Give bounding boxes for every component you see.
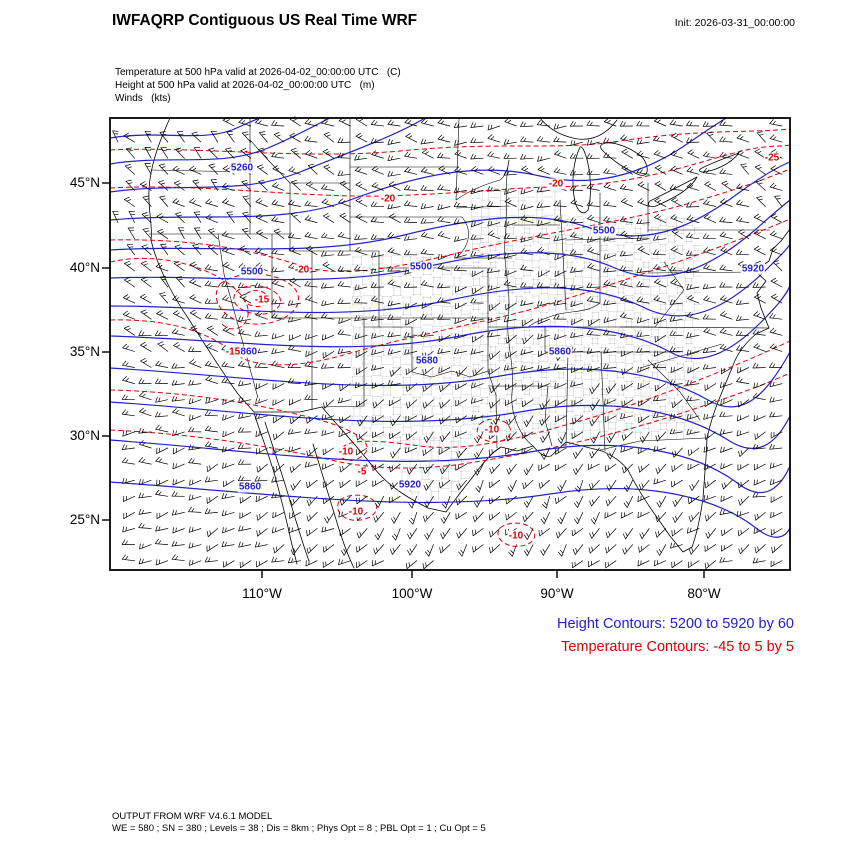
temp-contour-label: -10 xyxy=(347,506,365,518)
lat-axis-label: 30°N xyxy=(69,428,100,443)
map-border xyxy=(109,117,791,571)
temp-contour-label: -10 xyxy=(483,424,501,436)
init-timestamp: Init: 2026-03-31_00:00:00 xyxy=(674,17,795,29)
temp-contour-label: -15 xyxy=(253,294,271,306)
height-contour-label: 5260 xyxy=(229,162,255,174)
lon-axis-label: 80°W xyxy=(687,586,721,601)
lon-axis-label: 110°W xyxy=(242,586,282,601)
mexico-mainland-coast xyxy=(312,443,355,569)
temp-contour-label: -15 xyxy=(224,346,242,358)
temp-contour-label: -20 xyxy=(379,193,397,205)
legend-temperature-contours: Temperature Contours: -45 to 5 by 5 xyxy=(561,639,794,655)
height-contour-label: 5920 xyxy=(740,263,766,275)
height-contour-label: 5860 xyxy=(547,346,573,358)
footer-config-line: WE = 580 ; SN = 380 ; Levels = 38 ; Dis … xyxy=(112,823,486,834)
lon-axis-label: 100°W xyxy=(391,586,433,601)
axis-ticks xyxy=(102,182,705,578)
lake-erie xyxy=(648,176,698,208)
temp-contour-label: -10 xyxy=(507,530,525,542)
lake-huron xyxy=(600,142,648,176)
height-contour-label: 5500 xyxy=(408,261,434,273)
lake-ontario xyxy=(699,152,740,173)
lat-axis-label: 45°N xyxy=(69,175,100,190)
temp-contour-label: -25 xyxy=(763,152,781,164)
height-contour-label: 5920 xyxy=(397,479,423,491)
field-line-winds: Winds (kts) xyxy=(115,93,171,104)
lon-axis-label: 90°W xyxy=(540,586,574,601)
footer-model-line: OUTPUT FROM WRF V4.6.1 MODEL xyxy=(112,811,273,822)
height-contour-label: 5860 xyxy=(237,481,263,493)
legend-height-contours: Height Contours: 5200 to 5920 by 60 xyxy=(557,616,794,632)
temp-contour-label: -10 xyxy=(337,446,355,458)
lake-michigan xyxy=(572,146,591,214)
height-contour-label: 5500 xyxy=(239,266,265,278)
wind-barb-field xyxy=(112,116,783,570)
field-line-height: Height at 500 hPa valid at 2026-04-02_00… xyxy=(115,80,375,91)
field-line-temperature: Temperature at 500 hPa valid at 2026-04-… xyxy=(115,67,401,78)
lat-axis-label: 35°N xyxy=(69,344,100,359)
temp-contour-label: -20 xyxy=(293,264,311,276)
temp-contour-label: -20 xyxy=(547,178,565,190)
temp-contour-label: -5 xyxy=(356,466,368,478)
height-contour-label: 5860 xyxy=(233,346,259,358)
lat-axis-label: 40°N xyxy=(69,260,100,275)
lat-axis-label: 25°N xyxy=(69,512,100,527)
page-title: IWFAQRP Contiguous US Real Time WRF xyxy=(112,12,418,29)
height-contour-label: 5680 xyxy=(414,355,440,367)
height-contour-label: 5500 xyxy=(591,225,617,237)
baja-gulf-coast xyxy=(264,421,310,562)
